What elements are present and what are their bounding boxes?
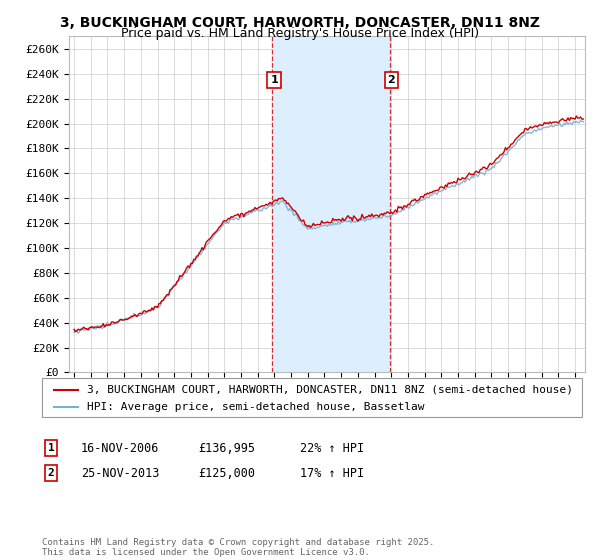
Text: Price paid vs. HM Land Registry's House Price Index (HPI): Price paid vs. HM Land Registry's House … xyxy=(121,27,479,40)
Text: 3, BUCKINGHAM COURT, HARWORTH, DONCASTER, DN11 8NZ (semi-detached house): 3, BUCKINGHAM COURT, HARWORTH, DONCASTER… xyxy=(87,385,573,395)
Text: 25-NOV-2013: 25-NOV-2013 xyxy=(81,466,160,480)
Text: 2: 2 xyxy=(47,468,55,478)
Text: £125,000: £125,000 xyxy=(198,466,255,480)
Text: Contains HM Land Registry data © Crown copyright and database right 2025.
This d: Contains HM Land Registry data © Crown c… xyxy=(42,538,434,557)
Text: 1: 1 xyxy=(270,75,278,85)
Text: 2: 2 xyxy=(388,75,395,85)
Text: 22% ↑ HPI: 22% ↑ HPI xyxy=(300,441,364,455)
Text: 17% ↑ HPI: 17% ↑ HPI xyxy=(300,466,364,480)
Text: 3, BUCKINGHAM COURT, HARWORTH, DONCASTER, DN11 8NZ: 3, BUCKINGHAM COURT, HARWORTH, DONCASTER… xyxy=(60,16,540,30)
Text: £136,995: £136,995 xyxy=(198,441,255,455)
Text: 1: 1 xyxy=(47,443,55,453)
Text: HPI: Average price, semi-detached house, Bassetlaw: HPI: Average price, semi-detached house,… xyxy=(87,403,425,412)
Text: 16-NOV-2006: 16-NOV-2006 xyxy=(81,441,160,455)
Bar xyxy=(272,36,389,372)
